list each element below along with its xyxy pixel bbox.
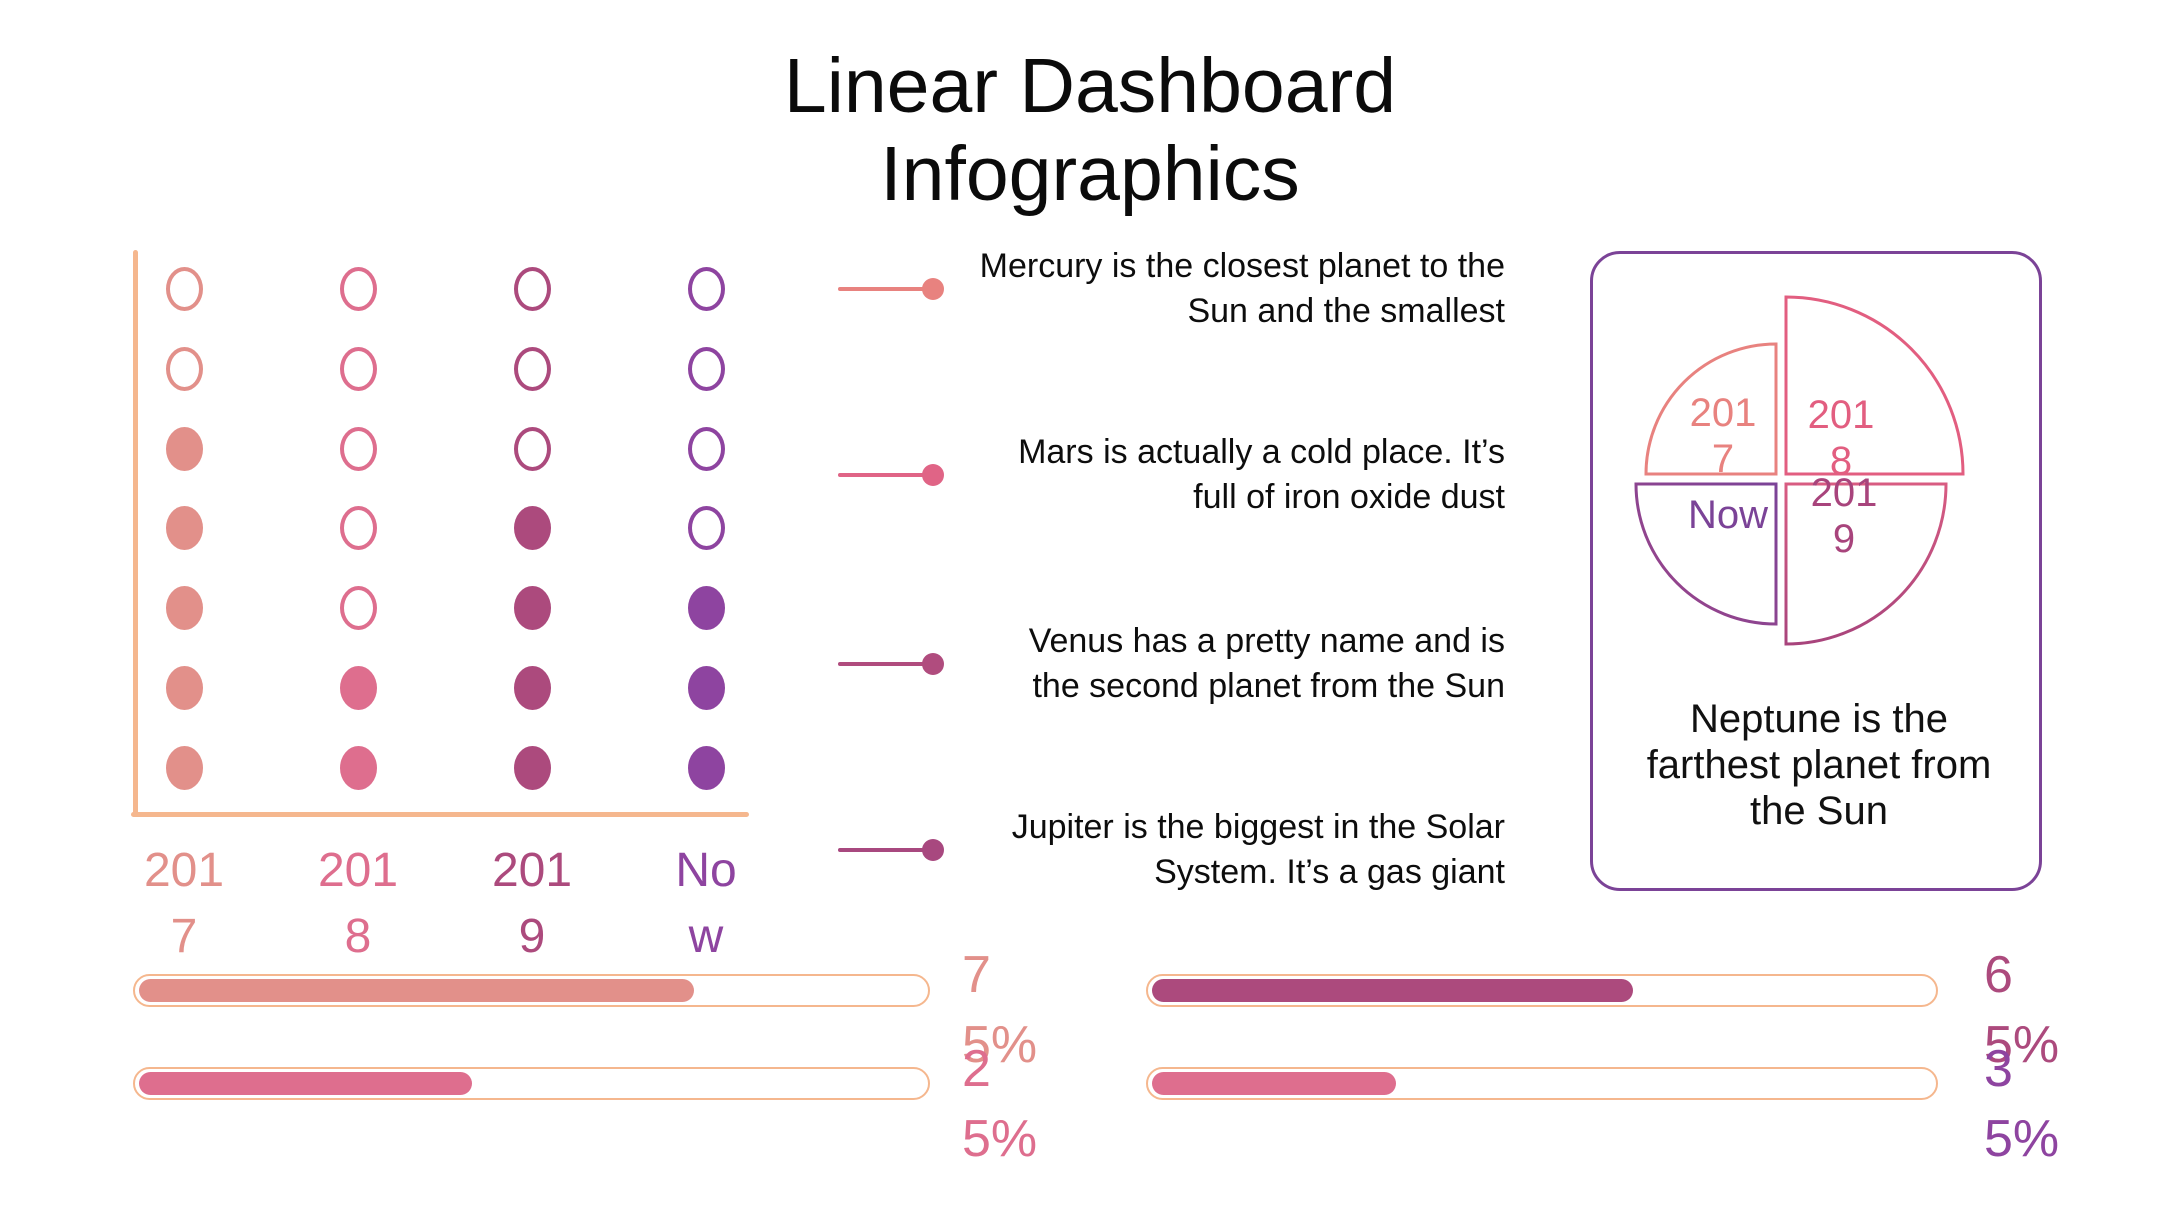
legend-connector-line xyxy=(838,848,933,852)
page-title: Linear Dashboard Infographics xyxy=(783,43,1397,217)
dot-2019-row4 xyxy=(514,506,551,550)
legend-bullet-icon xyxy=(922,653,944,675)
legend-item-mars: Mars is actually a cold place. It’s full… xyxy=(1018,433,1505,516)
dot-2018-row1 xyxy=(340,267,377,311)
progress-label-65: 65% xyxy=(1984,946,2060,1074)
dot-2019-row3 xyxy=(514,427,551,471)
progress-label-25: 25% xyxy=(962,1040,1038,1168)
dot-2018-row3 xyxy=(340,427,377,471)
dot-2019-row6 xyxy=(514,666,551,710)
dot-2018-row7 xyxy=(340,746,377,790)
dot-Now-row5 xyxy=(688,586,725,630)
quadrant-pie-chart xyxy=(1634,295,1965,646)
legend-bullet-icon xyxy=(922,464,944,486)
progress-fill-75 xyxy=(139,979,695,1002)
legend-item-venus: Venus has a pretty name and is the secon… xyxy=(1028,622,1505,705)
dot-Now-row2 xyxy=(688,347,725,391)
legend-connector-line xyxy=(838,662,933,666)
y-axis-line xyxy=(133,250,138,817)
dot-2019-row5 xyxy=(514,586,551,630)
dot-Now-row4 xyxy=(688,506,725,550)
dot-2019-row1 xyxy=(514,267,551,311)
dot-2018-row6 xyxy=(340,666,377,710)
pie-slice-2018 xyxy=(1784,295,1965,476)
pie-slice-now xyxy=(1634,482,1778,626)
dot-2017-row5 xyxy=(166,586,203,630)
progress-track xyxy=(1146,974,1938,1007)
dot-2019-row2 xyxy=(514,347,551,391)
progress-fill-35 xyxy=(1152,1072,1397,1095)
legend-bullet-icon xyxy=(922,278,944,300)
x-tick-2018: 2018 xyxy=(317,844,399,963)
dot-Now-row3 xyxy=(688,427,725,471)
legend-bullet-icon xyxy=(922,839,944,861)
x-tick-now: Now xyxy=(675,844,737,963)
x-axis-line xyxy=(131,812,749,817)
dot-2017-row1 xyxy=(166,267,203,311)
legend-item-jupiter: Jupiter is the biggest in the Solar Syst… xyxy=(1011,808,1505,891)
dot-Now-row7 xyxy=(688,746,725,790)
progress-fill-65 xyxy=(1152,979,1633,1002)
dot-2017-row7 xyxy=(166,746,203,790)
pie-label-2018: 2018 xyxy=(1807,393,1875,483)
dot-2017-row4 xyxy=(166,506,203,550)
dot-2019-row7 xyxy=(514,746,551,790)
dot-2017-row3 xyxy=(166,427,203,471)
pie-label-2017: 2017 xyxy=(1689,391,1757,481)
progress-track xyxy=(133,1067,930,1100)
dot-Now-row6 xyxy=(688,666,725,710)
x-tick-2017: 2017 xyxy=(143,844,225,963)
legend-connector-line xyxy=(838,287,933,291)
pie-slice-2017 xyxy=(1644,342,1778,476)
progress-track xyxy=(133,974,930,1007)
dot-2018-row2 xyxy=(340,347,377,391)
pie-card-caption: Neptune is the farthest planet from the … xyxy=(1646,697,1992,833)
dot-2017-row2 xyxy=(166,347,203,391)
dot-2018-row4 xyxy=(340,506,377,550)
pie-label-now: Now xyxy=(1687,493,1769,537)
progress-label-75: 75% xyxy=(962,946,1038,1074)
dot-2017-row6 xyxy=(166,666,203,710)
pie-label-2019: 2019 xyxy=(1810,471,1878,561)
progress-track xyxy=(1146,1067,1938,1100)
progress-label-35: 35% xyxy=(1984,1040,2060,1168)
legend-connector-line xyxy=(838,473,933,477)
dot-2018-row5 xyxy=(340,586,377,630)
x-tick-2019: 2019 xyxy=(491,844,573,963)
pie-card: 2017 2018 2019 Now Neptune is the farthe… xyxy=(1590,251,2042,891)
legend-item-mercury: Mercury is the closest planet to the Sun… xyxy=(979,247,1505,330)
pie-slice-2019 xyxy=(1784,482,1948,646)
dot-Now-row1 xyxy=(688,267,725,311)
progress-fill-25 xyxy=(139,1072,473,1095)
